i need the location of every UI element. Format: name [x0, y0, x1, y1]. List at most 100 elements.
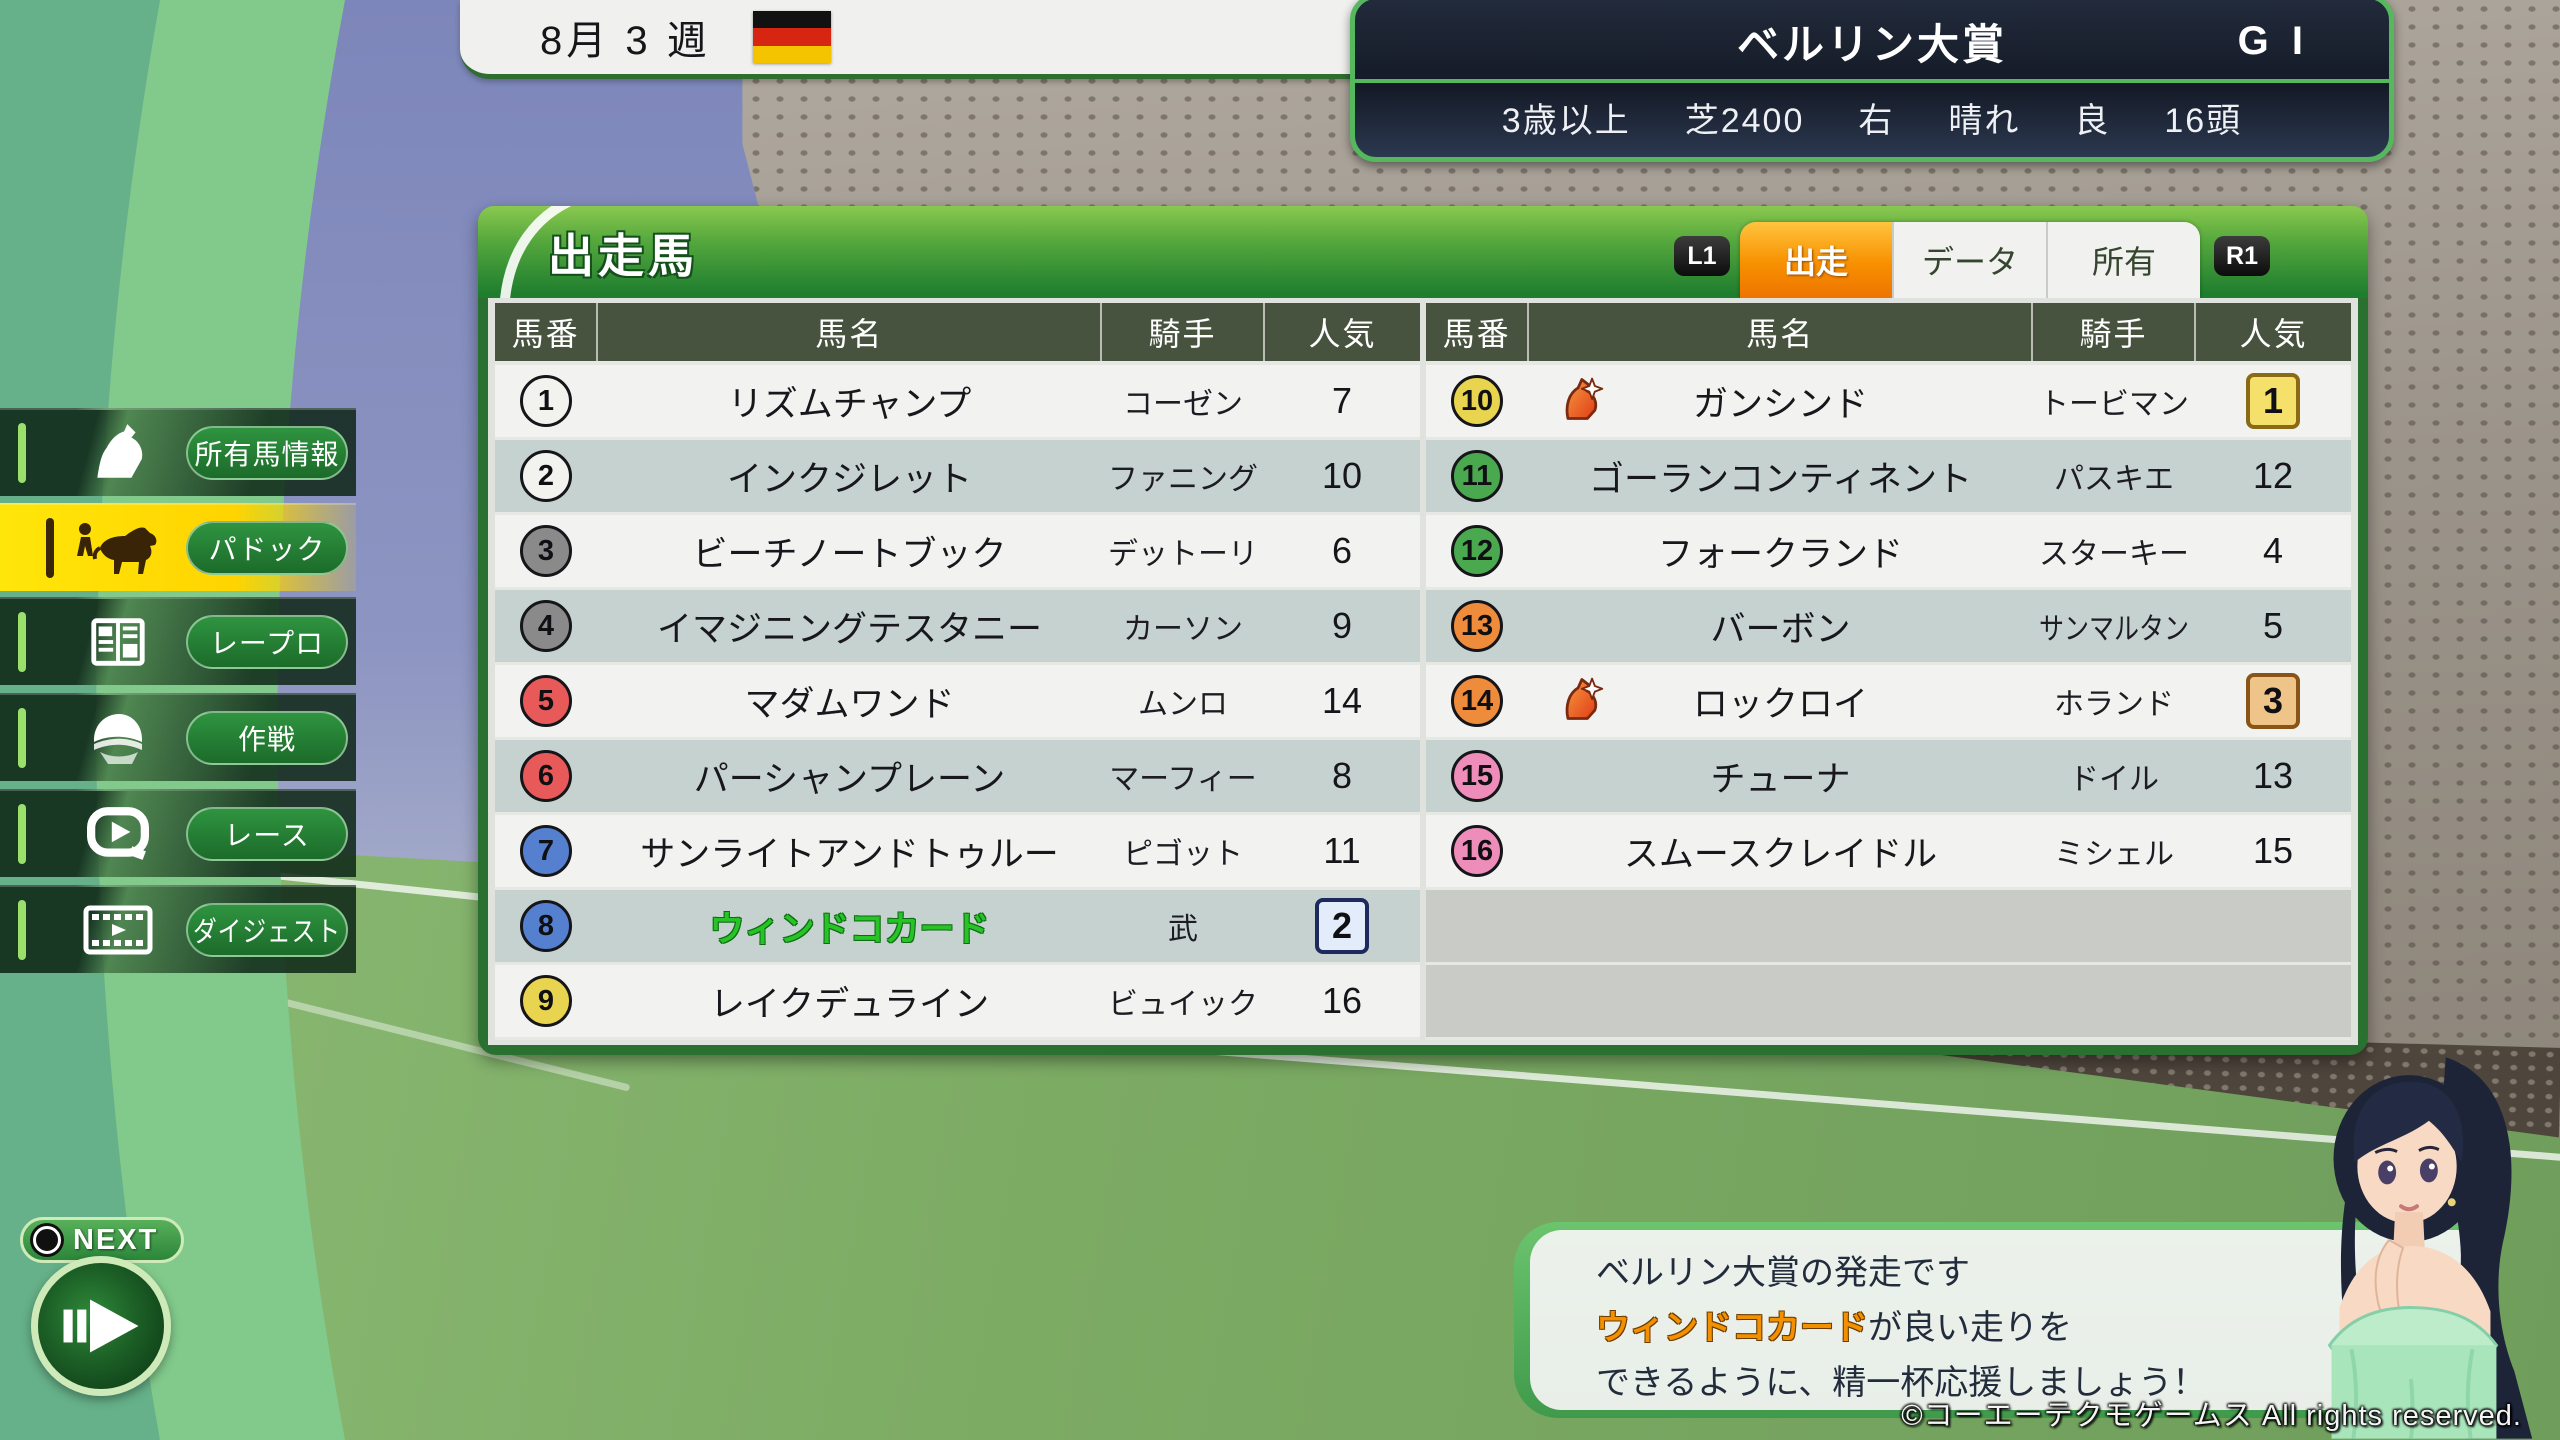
popularity-rank: 5	[2262, 605, 2284, 646]
horse-row[interactable]: 16 スムースクレイドル ミシェル 15	[1426, 815, 2351, 887]
horse-name: ロックロイ	[1692, 684, 1868, 724]
jockey-name: デットーリ	[1108, 538, 1258, 571]
race-panel-divider	[1355, 79, 2389, 83]
column-header: 馬番	[511, 316, 580, 352]
horse-number-badge: 6	[520, 750, 572, 802]
popularity-rank: 7	[1331, 380, 1353, 421]
horse-number-badge: 8	[520, 900, 572, 952]
horse-number-badge: 10	[1451, 375, 1503, 427]
horse-name: ガンシンド	[1692, 384, 1868, 424]
horse-row[interactable]: 11 ゴーランコンティネント パスキエ 12	[1426, 440, 2351, 512]
horse-row[interactable]: 13 バーボン サンマルタン 5	[1426, 590, 2351, 662]
digest-film-icon	[83, 905, 153, 955]
race-list-tab[interactable]: 出走	[1740, 222, 1892, 298]
horse-name: サンライトアンドトゥルー	[640, 834, 1059, 874]
sidebar-cursor-tick	[18, 423, 26, 483]
sidebar-item-pill: パドック	[186, 521, 348, 575]
horse-name: パーシャンプレーン	[693, 759, 1006, 799]
horse-number-badge: 12	[1451, 525, 1503, 577]
date-box: 8月 3 週	[540, 0, 831, 74]
race-list-tab[interactable]: データ	[1892, 222, 2046, 298]
horse-row[interactable]: 1 リズムチャンプ コーゼン 7	[495, 365, 1420, 437]
sidebar-item-paddock[interactable]: パドック	[0, 503, 356, 591]
table-header-row: 馬番 馬名 騎手 人気	[495, 303, 1420, 361]
sidebar-cursor-tick	[18, 612, 26, 672]
jockey-name: ビュイック	[1108, 988, 1258, 1021]
jockey-name: ピゴット	[1123, 838, 1243, 871]
horse-row[interactable]: 12 フォークランド スターキー 4	[1426, 515, 2351, 587]
owned-horse-name-highlight: ウィンドコカード	[1596, 1309, 1868, 1347]
horse-number-badge: 7	[520, 825, 572, 877]
horse-number-badge: 5	[520, 675, 572, 727]
column-header: 騎手	[1100, 303, 1263, 361]
date-label: 8月 3 週	[540, 19, 711, 63]
sidebar-item-race[interactable]: レース	[0, 789, 356, 877]
sidebar-item-label: パドック	[208, 534, 326, 565]
horse-number-badge: 1	[520, 375, 572, 427]
fast-forward-icon	[63, 1299, 139, 1353]
dialog-text: ベルリン大賞の発走です ウィンドコカードが良い走りを できるように、精一杯応援しまし…	[1530, 1230, 2488, 1410]
secretary-character-portrait	[2327, 1057, 2533, 1439]
horse-row[interactable]: 8 ウィンドコカード 武 2	[495, 890, 1420, 962]
horse-row[interactable]: 15 チューナ ドイル 13	[1426, 740, 2351, 812]
panel-title: 出走馬	[548, 230, 698, 282]
horse-name: フォークランド	[1657, 534, 1903, 574]
popularity-rank: 8	[1331, 755, 1353, 796]
dialog-line: できるように、精一杯応援しましょう！	[1596, 1364, 2207, 1402]
horse-row[interactable]: 6 パーシャンプレーン マーフィー 8	[495, 740, 1420, 812]
circle-button-icon	[33, 1226, 61, 1254]
empty-row	[1426, 890, 2351, 962]
column-header: 馬名	[596, 303, 1100, 361]
horse-name: スムースクレイドル	[1623, 834, 1938, 874]
horse-row[interactable]: 14 ロックロイ ホランド 3	[1426, 665, 2351, 737]
horse-number-badge: 14	[1451, 675, 1503, 727]
sidebar-item-digest[interactable]: ダイジェスト	[0, 885, 356, 973]
column-header: 馬番	[1442, 316, 1511, 352]
germany-flag-icon	[752, 11, 831, 63]
sidebar-item-race-program[interactable]: レープロ	[0, 597, 356, 685]
horse-row[interactable]: 4 イマジニングテスタニー カーソン 9	[495, 590, 1420, 662]
horse-row[interactable]: 5 マダムワンド ムンロ 14	[495, 665, 1420, 737]
column-header: 馬名	[1527, 303, 2031, 361]
horse-number-badge: 2	[520, 450, 572, 502]
column-header: 騎手	[2031, 303, 2194, 361]
jockey-name: ファニング	[1108, 463, 1258, 496]
jockey-name: ムンロ	[1138, 688, 1228, 721]
popularity-rank-badge: 2	[1315, 898, 1369, 954]
sidebar-item-pill: 所有馬情報	[186, 426, 348, 480]
jockey-name: ドイル	[2069, 763, 2159, 796]
race-info-panel: ベルリン大賞 G I 3歳以上 芝2400 右 晴れ 良 16頭	[1350, 0, 2394, 162]
race-conditions: 3歳以上 芝2400 右 晴れ 良 16頭	[1355, 85, 2389, 149]
entry-table-right: 馬番 馬名 騎手 人気 10 ガンシンド トービマン 1 11 ゴーランコンティネント パスキエ 12…	[1426, 303, 2351, 1040]
horse-name: チューナ	[1710, 759, 1851, 799]
horse-row[interactable]: 9 レイクデュライン ビュイック 16	[495, 965, 1420, 1037]
jockey-cap-icon	[94, 714, 142, 764]
entry-table-left: 馬番 馬名 騎手 人気 1 リズムチャンプ コーゼン 7 2 インクジレット ファニング 10 3 ビーチ…	[495, 303, 1420, 1040]
entry-horses-panel: 出走馬 L1 出走 データ 所有 R1 馬番 馬名 騎手 人気 1 リズムチャンプ コーゼン 7 2…	[478, 206, 2368, 1055]
sidebar-item-owned-horses[interactable]: 所有馬情報	[0, 408, 356, 496]
race-list-tab[interactable]: 所有	[2046, 222, 2200, 298]
race-condition-item: 右	[1858, 101, 1895, 140]
popularity-rank: 16	[1321, 980, 1363, 1021]
horse-row[interactable]: 2 インクジレット ファニング 10	[495, 440, 1420, 512]
sidebar-item-pill: レープロ	[186, 615, 348, 669]
sidebar-item-label: レース	[224, 820, 310, 851]
jockey-name: サンマルタン	[2039, 613, 2189, 646]
horse-row[interactable]: 7 サンライトアンドトゥルー ピゴット 11	[495, 815, 1420, 887]
horse-name: イマジニングテスタニー	[656, 609, 1042, 649]
r1-button-hint[interactable]: R1	[2214, 236, 2270, 276]
sidebar-item-label: 所有馬情報	[194, 439, 340, 470]
horse-number-badge: 4	[520, 600, 572, 652]
dialog-line: ベルリン大賞の発走です	[1596, 1254, 1970, 1292]
horse-name: ウィンドコカード	[709, 909, 990, 949]
jockey-name: 武	[1168, 913, 1198, 946]
horse-name: インクジレット	[726, 459, 972, 499]
sidebar-item-strategy[interactable]: 作戦	[0, 693, 356, 781]
sidebar-item-pill: ダイジェスト	[186, 903, 348, 957]
horse-row[interactable]: 3 ビーチノートブック デットーリ 6	[495, 515, 1420, 587]
column-header: 人気	[1263, 303, 1420, 361]
l1-button-hint[interactable]: L1	[1674, 236, 1730, 276]
fast-forward-button[interactable]	[31, 1256, 171, 1396]
horse-row[interactable]: 10 ガンシンド トービマン 1	[1426, 365, 2351, 437]
popularity-rank: 15	[2252, 830, 2294, 871]
